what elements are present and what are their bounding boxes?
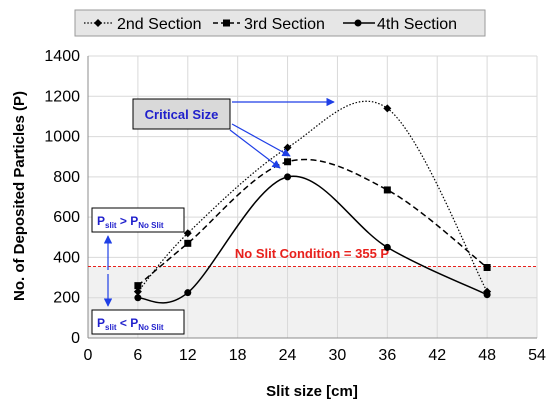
data-point-circle bbox=[184, 289, 192, 297]
y-axis-label: No. of Deposited Particles (P) bbox=[11, 91, 28, 301]
critical-size-label: Critical Size bbox=[145, 107, 219, 122]
legend-entry-3rd-section: 3rd Section bbox=[213, 16, 325, 33]
legend-label-4th-section: 4th Section bbox=[377, 16, 457, 33]
x-tick-label: 12 bbox=[179, 347, 197, 364]
below-mid: < P bbox=[117, 316, 139, 330]
y-tick-label: 800 bbox=[53, 169, 80, 186]
data-point-square bbox=[483, 264, 491, 271]
above-p1: P bbox=[97, 214, 105, 228]
legend-entry-2nd-section: 2nd Section bbox=[84, 16, 202, 33]
x-tick-label: 30 bbox=[329, 347, 347, 364]
series-layer bbox=[133, 100, 492, 304]
legend-circle-marker bbox=[354, 19, 362, 27]
data-point-square bbox=[284, 158, 292, 166]
critical-size-box bbox=[132, 98, 231, 130]
below-p1: P bbox=[97, 316, 105, 330]
x-tick-label: 36 bbox=[378, 347, 396, 364]
x-tick-label: 54 bbox=[528, 347, 546, 364]
y-tick-label: 400 bbox=[53, 249, 80, 266]
series-2 bbox=[134, 158, 491, 290]
axes: 0 6 12 18 24 30 36 42 48 54 0 200 400 600 800 1000 1200 1… bbox=[44, 48, 546, 364]
below-threshold-annotation: Pslit < PNo Slit bbox=[91, 274, 185, 335]
data-point-square bbox=[383, 186, 391, 194]
above-threshold-annotation: Pslit > PNo Slit bbox=[91, 207, 185, 270]
legend-box bbox=[74, 9, 486, 37]
x-tick-label: 6 bbox=[133, 347, 142, 364]
above-threshold-text: Pslit > PNo Slit bbox=[97, 214, 164, 230]
above-mid: > P bbox=[117, 214, 139, 228]
critical-arrow-upper bbox=[231, 123, 291, 157]
x-tick-label: 48 bbox=[478, 347, 496, 364]
data-point-diamond bbox=[283, 143, 292, 152]
data-point-square bbox=[134, 282, 142, 290]
x-tick-label: 18 bbox=[229, 347, 247, 364]
y-tick-label: 200 bbox=[53, 290, 80, 307]
data-point-diamond bbox=[133, 287, 142, 296]
data-point-circle bbox=[134, 294, 142, 302]
legend-label-2nd-section: 2nd Section bbox=[117, 16, 202, 33]
legend-square-marker bbox=[223, 19, 230, 27]
above-sub2: No Slit bbox=[138, 221, 164, 230]
data-point-circle bbox=[483, 291, 491, 299]
series-3 bbox=[134, 173, 491, 304]
x-tick-label: 0 bbox=[84, 347, 93, 364]
critical-arrow-lower bbox=[229, 129, 281, 169]
legend-entry-4th-section: 4th Section bbox=[343, 16, 457, 33]
x-tick-label: 24 bbox=[279, 347, 297, 364]
critical-size-annotation: Critical Size bbox=[132, 97, 335, 169]
above-sub1: slit bbox=[105, 221, 117, 230]
data-point-diamond bbox=[383, 104, 392, 113]
below-sub2: No Slit bbox=[138, 323, 164, 332]
y-tick-label: 1000 bbox=[44, 129, 80, 146]
y-tick-label: 600 bbox=[53, 209, 80, 226]
y-tick-label: 1400 bbox=[44, 48, 80, 65]
data-point-circle bbox=[284, 173, 292, 181]
no-slit-reference-label: No Slit Condition = 355 P bbox=[235, 246, 390, 261]
data-point-diamond bbox=[183, 229, 192, 238]
data-point-circle bbox=[383, 243, 391, 251]
legend-diamond-marker bbox=[94, 19, 102, 27]
data-point-square bbox=[184, 239, 192, 247]
above-threshold-box bbox=[91, 207, 185, 233]
below-threshold-text: Pslit < PNo Slit bbox=[97, 316, 164, 332]
y-tick-label: 0 bbox=[71, 330, 80, 347]
legend: 2nd Section 3rd Section 4th Section bbox=[74, 9, 486, 37]
x-tick-label: 42 bbox=[428, 347, 446, 364]
below-threshold-box bbox=[91, 309, 185, 335]
below-sub1: slit bbox=[105, 323, 117, 332]
legend-label-3rd-section: 3rd Section bbox=[244, 16, 325, 33]
series-line bbox=[137, 100, 488, 293]
x-axis-label: Slit size [cm] bbox=[266, 383, 358, 400]
y-tick-label: 1200 bbox=[44, 88, 80, 105]
